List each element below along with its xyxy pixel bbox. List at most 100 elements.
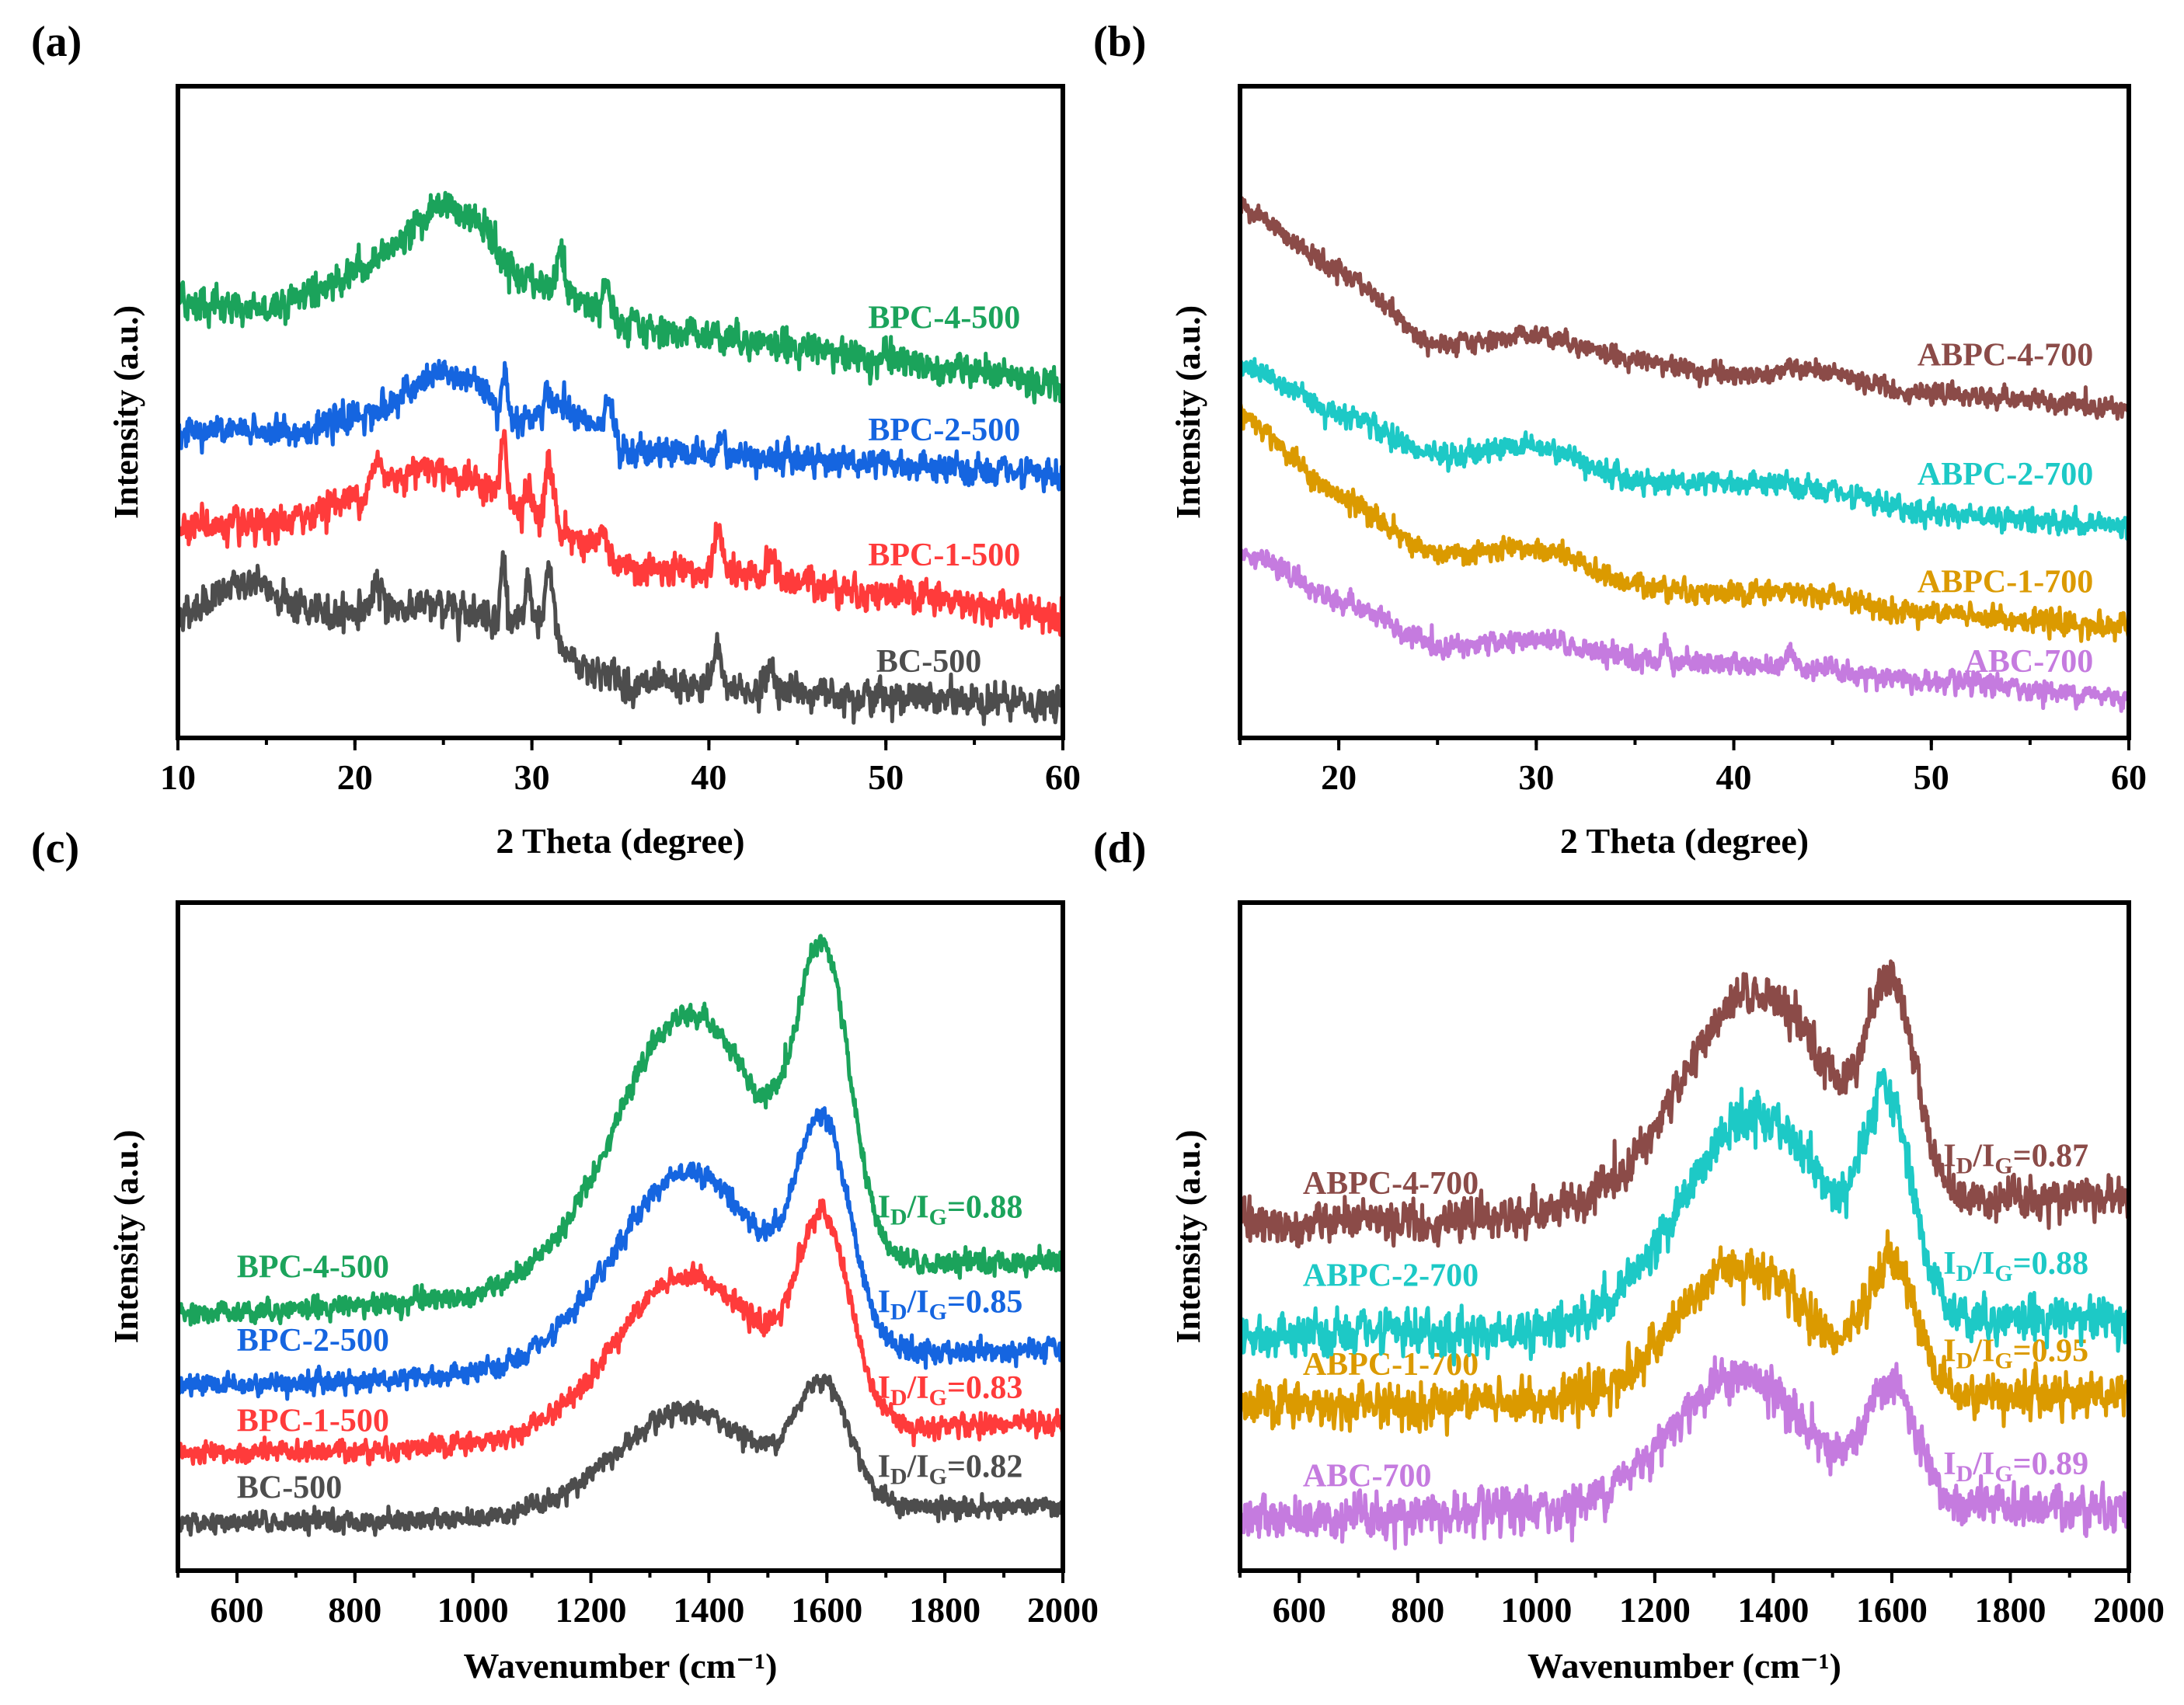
series-line-abpc-1-700 bbox=[1240, 1229, 2129, 1437]
series-line-bc-500 bbox=[178, 1373, 1063, 1537]
x-tick-label: 50 bbox=[1914, 757, 1949, 797]
x-tick-label: 50 bbox=[868, 757, 904, 797]
y-axis-title: Intensity (a.u.) bbox=[1169, 1129, 1207, 1343]
series-label: BC-500 bbox=[237, 1470, 342, 1505]
ratio-symbol-part: I bbox=[1943, 1333, 1956, 1369]
x-tick-label: 40 bbox=[691, 757, 726, 797]
series-label: BC-500 bbox=[876, 644, 981, 680]
panel-label: (c) bbox=[31, 824, 79, 872]
x-tick-label: 2000 bbox=[2093, 1590, 2165, 1630]
x-tick-label: 600 bbox=[1273, 1590, 1326, 1630]
series-label: BPC-2-500 bbox=[237, 1323, 389, 1359]
series-line-abpc-4-700 bbox=[1240, 959, 2129, 1249]
series-label: BPC-4-500 bbox=[237, 1250, 389, 1286]
series-label: ABPC-1-700 bbox=[1918, 564, 2093, 600]
panel-label: (d) bbox=[1093, 824, 1146, 872]
ratio-symbol-part: /I bbox=[1972, 1446, 1994, 1481]
ratio-symbol-part: /I bbox=[1972, 1138, 1994, 1174]
series-label: ABPC-4-700 bbox=[1918, 338, 2093, 374]
series-line-bpc-1-500 bbox=[178, 1198, 1063, 1467]
x-tick-label: 30 bbox=[1518, 757, 1554, 797]
ratio-symbol-part: G bbox=[929, 1463, 947, 1489]
id-ig-ratio-label: ID/IG=0.85 bbox=[878, 1284, 1023, 1324]
y-axis-title: Intensity (a.u.) bbox=[107, 1129, 145, 1343]
ratio-symbol-part: I bbox=[1943, 1138, 1956, 1174]
id-ig-value: 0.85 bbox=[966, 1284, 1023, 1320]
series-label: BPC-4-500 bbox=[868, 301, 1020, 336]
series-line-abpc-1-700 bbox=[1240, 402, 2129, 643]
ratio-symbol-part: G bbox=[1994, 1261, 2012, 1286]
ratio-symbol-part: D bbox=[890, 1300, 907, 1325]
ratio-symbol-part: = bbox=[947, 1189, 966, 1225]
ratio-symbol-part: D bbox=[890, 1385, 907, 1411]
series-label: BPC-2-500 bbox=[868, 412, 1020, 448]
x-tick-label: 1600 bbox=[1856, 1590, 1928, 1630]
x-axis-title: 2 Theta (degree) bbox=[496, 821, 744, 861]
ratio-symbol-part: = bbox=[947, 1284, 966, 1320]
ratio-symbol-part: D bbox=[1956, 1461, 1973, 1487]
ratio-symbol-part: I bbox=[878, 1284, 890, 1320]
series-label: BPC-1-500 bbox=[868, 538, 1020, 573]
series-line-bpc-4-500 bbox=[178, 934, 1063, 1327]
series-line-abpc-2-700 bbox=[1240, 357, 2129, 541]
ratio-symbol-part: I bbox=[878, 1449, 890, 1484]
id-ig-value: 0.88 bbox=[966, 1189, 1023, 1225]
ratio-symbol-part: = bbox=[2013, 1138, 2032, 1174]
ratio-symbol-part: I bbox=[878, 1369, 890, 1405]
ratio-symbol-part: G bbox=[929, 1385, 947, 1411]
ratio-symbol-part: G bbox=[1994, 1153, 2012, 1178]
panel-label: (a) bbox=[31, 18, 82, 66]
panel-b: (b) ABC-700 ABPC-1-700 ABPC-2-700 ABPC-4-700… bbox=[1093, 18, 2147, 861]
id-ig-ratio-label: ID/IG=0.88 bbox=[1943, 1245, 2088, 1286]
ratio-symbol-part: D bbox=[1956, 1261, 1973, 1286]
id-ig-ratio-label: ID/IG=0.95 bbox=[1943, 1333, 2088, 1373]
series-line-abpc-4-700 bbox=[1240, 196, 2129, 421]
ratio-symbol-part: G bbox=[1994, 1461, 2012, 1487]
panel-c: (c)BC-500ID/IG=0.82BPC-1-500ID/IG=0.83BP… bbox=[31, 824, 1099, 1686]
ratio-symbol-part: = bbox=[947, 1369, 966, 1405]
ratio-symbol-part: D bbox=[1956, 1348, 1973, 1373]
plot-frame bbox=[1238, 900, 2131, 1573]
x-tick-label: 1600 bbox=[791, 1590, 862, 1630]
ratio-symbol-part: G bbox=[1994, 1348, 2012, 1373]
ratio-symbol-part: = bbox=[947, 1449, 966, 1484]
ratio-symbol-part: G bbox=[929, 1300, 947, 1325]
x-tick-label: 30 bbox=[514, 757, 550, 797]
ratio-symbol-part: I bbox=[1943, 1446, 1956, 1481]
x-tick-label: 20 bbox=[1321, 757, 1357, 797]
x-axis-title: Wavenumber (cm⁻¹) bbox=[1527, 1646, 1841, 1686]
series-label: ABPC-2-700 bbox=[1918, 457, 2093, 492]
series-label: ABC-700 bbox=[1303, 1458, 1432, 1494]
ratio-symbol-part: /I bbox=[1972, 1245, 1994, 1281]
series-label: ABPC-4-700 bbox=[1303, 1166, 1479, 1202]
series-line-abpc-2-700 bbox=[1240, 1067, 2129, 1367]
ratio-symbol-part: /I bbox=[907, 1189, 929, 1225]
x-tick-label: 600 bbox=[210, 1590, 263, 1630]
series-label: BPC-1-500 bbox=[237, 1403, 389, 1439]
x-tick-label: 1400 bbox=[673, 1590, 744, 1630]
ratio-symbol-part: D bbox=[1956, 1153, 1973, 1178]
ratio-symbol-part: = bbox=[2013, 1333, 2032, 1369]
id-ig-value: 0.83 bbox=[966, 1369, 1023, 1405]
x-axis-title: 2 Theta (degree) bbox=[1560, 821, 1809, 861]
x-tick-label: 1200 bbox=[556, 1590, 627, 1630]
x-tick-label: 2000 bbox=[1027, 1590, 1099, 1630]
ratio-symbol-part: I bbox=[878, 1189, 890, 1225]
x-tick-label: 1200 bbox=[1619, 1590, 1691, 1630]
id-ig-value: 0.89 bbox=[2032, 1446, 2089, 1481]
x-tick-label: 10 bbox=[160, 757, 196, 797]
id-ig-value: 0.87 bbox=[2032, 1138, 2089, 1174]
series-line-bc-500 bbox=[178, 550, 1063, 726]
panel-label: (b) bbox=[1093, 18, 1146, 66]
ratio-symbol-part: G bbox=[929, 1204, 947, 1230]
ratio-symbol-part: = bbox=[2013, 1245, 2032, 1281]
x-tick-label: 1800 bbox=[1974, 1590, 2046, 1630]
x-tick-label: 800 bbox=[328, 1590, 381, 1630]
y-axis-title: Intensity (a.u.) bbox=[107, 305, 145, 519]
x-tick-label: 1400 bbox=[1737, 1590, 1809, 1630]
ratio-symbol-part: /I bbox=[907, 1449, 929, 1484]
series-line-bpc-2-500 bbox=[178, 1106, 1063, 1401]
id-ig-ratio-label: ID/IG=0.89 bbox=[1943, 1446, 2088, 1486]
